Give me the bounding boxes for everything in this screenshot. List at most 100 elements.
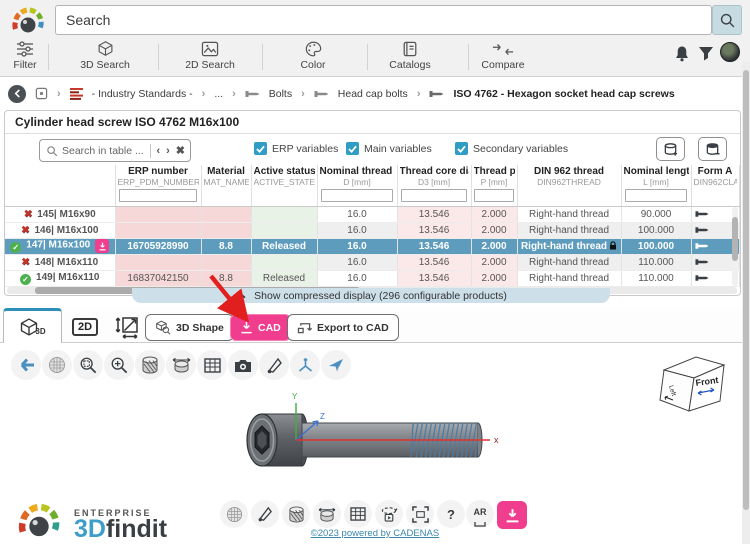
measure-cylinder-icon <box>318 507 336 522</box>
toolbar-item-filter[interactable]: Filter <box>4 40 46 74</box>
gauge-logo-icon <box>18 503 60 537</box>
bolt-icon <box>694 259 709 265</box>
show-compressed-display-bar[interactable]: Show compressed display (296 configurabl… <box>132 288 610 303</box>
enterprise-3dfindit-logo: ENTERPRISE 3Dfindit <box>10 498 167 542</box>
next-match-button[interactable]: › <box>166 144 170 157</box>
help-icon: ? <box>447 506 455 522</box>
toolbar-item-2d-search[interactable]: 2D Search <box>175 40 245 74</box>
col-form-a: Form ADIN962CLAS <box>691 165 740 207</box>
viewer-zoom-in-button[interactable] <box>104 350 134 380</box>
clear-search-button[interactable]: ✖ <box>175 145 185 157</box>
footer-turntable-button[interactable] <box>375 500 403 528</box>
search-icon <box>47 145 58 156</box>
dimensions-icon <box>115 317 138 339</box>
table-action-export-button[interactable] <box>698 137 727 161</box>
view-cube-front-label: Front <box>695 375 719 388</box>
footer-ar-button[interactable]: AR <box>466 500 494 528</box>
col-nominal-thread-diameter: Nominal thread diam...D [mm] <box>317 165 398 207</box>
toolbar-item-color[interactable]: Color <box>285 40 341 74</box>
tab-dimensions[interactable] <box>110 314 146 340</box>
unavailable-icon: ✖ <box>21 224 30 236</box>
main-variables-checkbox[interactable]: Main variables <box>346 142 432 155</box>
bell-icon <box>676 46 688 62</box>
footer-table-button[interactable] <box>344 500 372 528</box>
viewer-screenshot-button[interactable] <box>228 350 258 380</box>
footer-mesh-button[interactable] <box>220 500 248 528</box>
table-action-add-button[interactable] <box>656 137 685 161</box>
footer-probe-button[interactable] <box>251 500 279 528</box>
bolt-icon <box>694 227 709 233</box>
table-search-input[interactable] <box>62 144 147 157</box>
turntable-icon <box>381 507 398 522</box>
viewer-measure-diameter-button[interactable] <box>166 350 196 380</box>
footer-measure-button[interactable] <box>313 500 341 528</box>
tab-2d-view[interactable]: 2D <box>68 315 102 339</box>
mesh-icon <box>226 506 242 522</box>
table-row[interactable]: ✖ 148| M16x110 16.0 13.546 2.000 Right-ha… <box>5 254 740 271</box>
d3-filter-input[interactable] <box>400 189 468 202</box>
chevron-up-icon <box>235 292 246 299</box>
breadcrumb-head-cap-bolts[interactable]: Head cap bolts <box>337 87 408 100</box>
filter-results-button[interactable] <box>698 45 714 61</box>
cadenas-link[interactable]: ©2023 powered by CADENAS <box>310 528 440 539</box>
footer-section-button[interactable] <box>282 500 310 528</box>
l-filter-input[interactable] <box>624 189 688 202</box>
3d-shape-button[interactable]: 3D Shape <box>145 314 234 341</box>
viewer-mesh-button[interactable] <box>42 350 72 380</box>
table-row[interactable]: ✖ 145| M16x90 16.0 13.546 2.000 Right-han… <box>5 206 740 223</box>
toolbar-item-3d-search[interactable]: 3D Search <box>70 40 140 74</box>
footer-download-button[interactable] <box>497 501 527 529</box>
scrollbar-thumb[interactable] <box>743 70 749 510</box>
col-thread-core-diameter: Thread core diame...D3 [mm] <box>397 165 472 207</box>
viewer-axes-button[interactable] <box>290 350 320 380</box>
erp-variables-checkbox[interactable]: ERP variables <box>254 142 338 155</box>
p-filter-input[interactable] <box>474 189 514 202</box>
back-button[interactable] <box>8 84 26 103</box>
toolbar-divider <box>158 44 159 70</box>
table-row[interactable]: ✓ 149| M16x110 16837042150 8.8 Released 1… <box>5 270 740 287</box>
breadcrumb-current-page[interactable]: ISO 4762 - Hexagon socket head cap screw… <box>453 87 675 100</box>
shape-search-icon <box>156 320 171 335</box>
d-filter-input[interactable] <box>321 189 393 202</box>
user-avatar[interactable] <box>720 42 740 62</box>
window-scrollbar[interactable] <box>742 62 750 544</box>
footer-help-button[interactable]: ? <box>437 500 465 528</box>
footer-fit-frame-button[interactable] <box>406 500 434 528</box>
notifications-button[interactable] <box>674 45 690 62</box>
fit-frame-icon <box>411 505 429 523</box>
window-icon[interactable] <box>35 87 48 100</box>
cad-download-button[interactable]: CAD <box>230 314 291 341</box>
breadcrumb-bolts[interactable]: Bolts <box>268 87 293 100</box>
secondary-variables-checkbox[interactable]: Secondary variables <box>455 142 568 155</box>
viewer-zoom-fit-button[interactable] <box>73 350 103 380</box>
viewer-table-button[interactable] <box>197 350 227 380</box>
search-button[interactable] <box>712 5 742 35</box>
search-input[interactable] <box>55 5 712 35</box>
section-cylinder-icon <box>288 505 304 523</box>
scrollbar-thumb[interactable] <box>732 217 738 261</box>
available-icon: ✓ <box>10 241 22 253</box>
breadcrumb-ellipsis[interactable]: ... <box>214 87 224 100</box>
viewer-probe-button[interactable] <box>259 350 289 380</box>
table-vertical-scrollbar[interactable] <box>732 207 738 286</box>
lock-icon <box>610 240 617 249</box>
app-logo-gauge[interactable] <box>8 3 48 37</box>
prev-match-button[interactable]: ‹ <box>156 144 161 157</box>
3d-model-screw[interactable]: Y Z x <box>235 383 505 478</box>
viewer-back-button[interactable] <box>11 350 41 380</box>
row-download-icon[interactable] <box>95 239 110 253</box>
zoom-fit-icon <box>80 357 97 374</box>
table-row[interactable]: ✖ 146| M16x100 16.0 13.546 2.000 Right-ha… <box>5 222 740 239</box>
viewer-section-button[interactable] <box>135 350 165 380</box>
toolbar-divider <box>262 44 263 70</box>
toolbar-item-catalogs[interactable]: Catalogs <box>380 40 440 74</box>
view-cube[interactable]: Front Left <box>652 352 732 420</box>
breadcrumb-industry-standards[interactable]: - Industry Standards - <box>91 87 193 100</box>
toolbar-item-compare[interactable]: Compare <box>472 40 534 74</box>
export-to-cad-button[interactable]: Export to CAD <box>287 314 399 341</box>
tab-3d-view[interactable]: 3D <box>3 308 62 343</box>
viewer-fly-mode-button[interactable] <box>321 350 351 380</box>
erp-filter-input[interactable] <box>119 189 197 202</box>
table-row-selected[interactable]: ✓ 147| M16x100 16705928990 8.8 Released 1… <box>5 238 740 255</box>
fly-mode-icon <box>328 359 343 372</box>
